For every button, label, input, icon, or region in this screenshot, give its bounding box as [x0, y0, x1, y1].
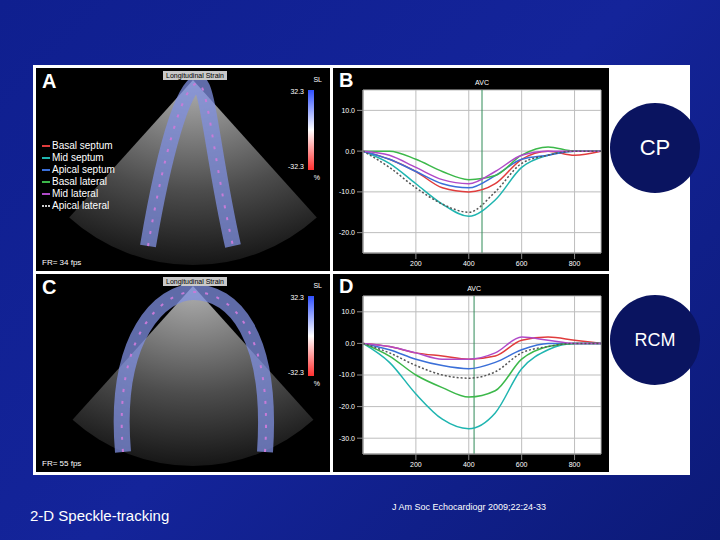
svg-text:800: 800: [569, 260, 581, 267]
html-text:Longitudinal Strain: Longitudinal Strain: [166, 278, 224, 285]
svg-text:-20.0: -20.0: [339, 403, 355, 410]
svg-text:AVC: AVC: [475, 79, 489, 86]
html-text:Mid lateral: Mid lateral: [52, 188, 99, 199]
html-text:SL: SL: [313, 76, 322, 83]
svg-text:0.0: 0.0: [345, 340, 355, 347]
svg-text:400: 400: [463, 260, 475, 267]
svg-text:0.0: 0.0: [345, 148, 355, 155]
svg-text:600: 600: [516, 260, 528, 267]
html-text:Apical lateral: Apical lateral: [52, 200, 110, 211]
html-text:-32.3: -32.3: [288, 369, 304, 376]
html-text:32.3: 32.3: [290, 294, 304, 301]
svg-text:-10.0: -10.0: [339, 371, 355, 378]
svg-text:-30.0: -30.0: [339, 435, 355, 442]
html-text:A: A: [42, 70, 57, 92]
svg-text:AVC: AVC: [467, 285, 481, 292]
svg-text:10.0: 10.0: [341, 107, 355, 114]
html-text:B: B: [339, 69, 354, 91]
html-text:2-D Speckle-tracking: 2-D Speckle-tracking: [30, 507, 170, 524]
html-text:C: C: [42, 276, 57, 298]
svg-text:200: 200: [410, 461, 422, 468]
html-text:J Am Soc Echocardiogr 2009;22:: J Am Soc Echocardiogr 2009;22:24-33: [392, 502, 547, 512]
html-text:Mid septum: Mid septum: [52, 152, 104, 163]
svg-text:600: 600: [516, 461, 528, 468]
html-text:D: D: [339, 275, 354, 297]
html-text:Apical septum: Apical septum: [52, 164, 115, 175]
svg-text:400: 400: [463, 461, 475, 468]
svg-text:200: 200: [410, 260, 422, 267]
html-text:32.3: 32.3: [290, 88, 304, 95]
html-text:FR= 55 fps: FR= 55 fps: [42, 459, 82, 468]
html-text:CP: CP: [639, 135, 671, 160]
html-text:SL: SL: [313, 282, 322, 289]
html-text:FR= 34 fps: FR= 34 fps: [42, 258, 82, 267]
svg-text:-10.0: -10.0: [339, 188, 355, 195]
html-text:Basal lateral: Basal lateral: [52, 176, 107, 187]
html-text:RCM: RCM: [634, 329, 676, 350]
html-text:Longitudinal Strain: Longitudinal Strain: [166, 72, 224, 79]
svg-text:800: 800: [569, 461, 581, 468]
html-text:Basal septum: Basal septum: [52, 140, 113, 151]
html-text:-32.3: -32.3: [288, 163, 304, 170]
svg-text:10.0: 10.0: [341, 308, 355, 315]
svg-text:-20.0: -20.0: [339, 229, 355, 236]
